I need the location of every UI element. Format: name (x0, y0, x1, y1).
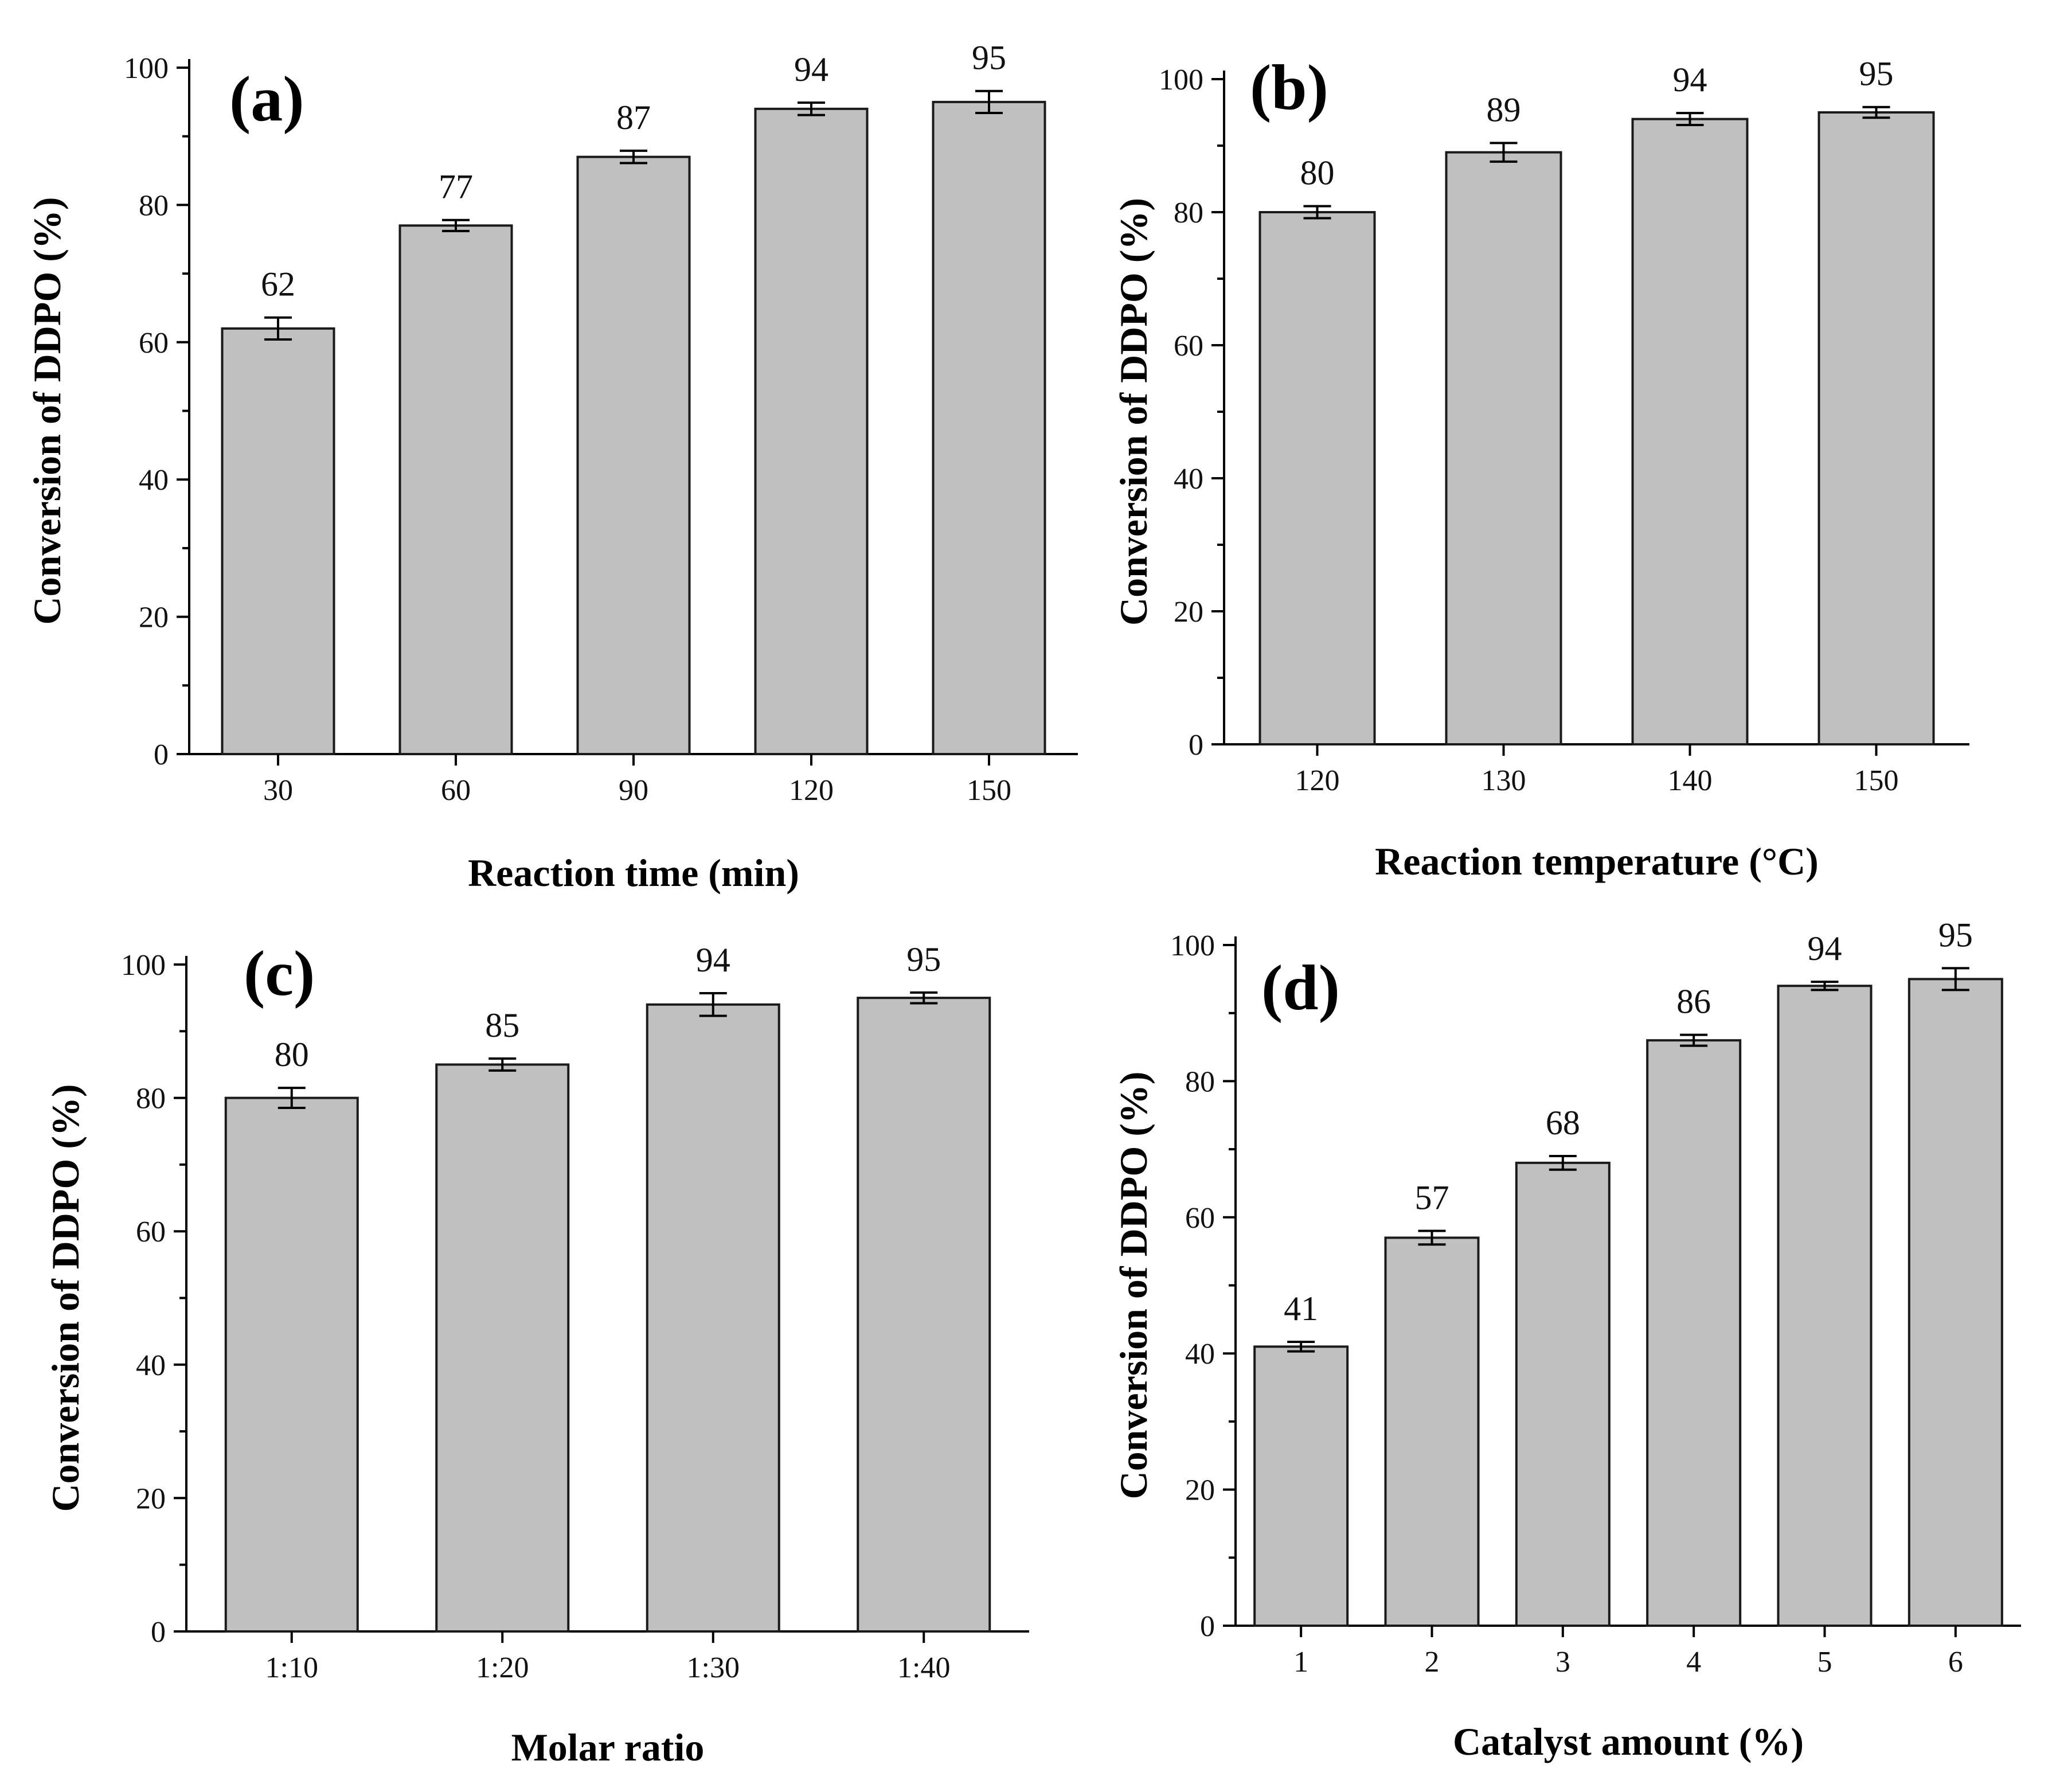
bar (221, 327, 335, 755)
x-tick-label: 2 (1425, 1646, 1440, 1678)
x-tick-label: 4 (1686, 1646, 1701, 1678)
data-label: 94 (696, 941, 730, 979)
data-label: 87 (616, 99, 651, 136)
data-label: 94 (794, 50, 828, 88)
data-label: 89 (1487, 91, 1521, 128)
y-tick-label: 20 (136, 1482, 166, 1515)
x-tick-label: 60 (441, 774, 471, 807)
y-tick-label: 60 (136, 1216, 166, 1248)
data-label: 95 (972, 39, 1006, 77)
y-tick-label: 0 (151, 1616, 166, 1649)
data-label: 41 (1284, 1290, 1318, 1328)
y-axis-title: Conversion of DDPO (%) (44, 1084, 87, 1512)
data-label: 80 (275, 1036, 309, 1073)
y-tick-label: 100 (1159, 64, 1203, 96)
bar (754, 107, 869, 756)
data-label: 77 (439, 168, 473, 206)
bar (857, 997, 991, 1633)
data-label: 95 (1859, 55, 1894, 93)
y-tick-label: 100 (1170, 930, 1215, 962)
bar (1646, 1039, 1742, 1627)
y-tick-label: 40 (139, 464, 169, 497)
bar (1258, 211, 1376, 745)
x-tick-label: 1:20 (476, 1652, 529, 1684)
y-tick-label: 20 (1174, 596, 1203, 628)
bar (576, 155, 691, 755)
data-label: 95 (906, 940, 941, 978)
y-tick-label: 80 (139, 189, 169, 222)
bar (398, 224, 513, 755)
y-tick-label: 20 (139, 602, 169, 634)
panel-label: (c) (244, 938, 315, 1009)
x-tick-label: 3 (1555, 1646, 1570, 1678)
panel-label: (b) (1250, 52, 1328, 123)
x-tick-label: 1 (1293, 1646, 1308, 1678)
bar (932, 100, 1046, 756)
x-tick-label: 1:40 (897, 1652, 950, 1684)
x-tick-label: 5 (1817, 1646, 1832, 1678)
data-label: 94 (1808, 930, 1842, 967)
y-tick-label: 40 (1174, 463, 1203, 495)
bar (1908, 978, 2003, 1627)
panel-label: (d) (1261, 952, 1340, 1024)
y-tick-label: 80 (1185, 1065, 1215, 1098)
bar (1445, 151, 1562, 746)
x-tick-label: 120 (789, 774, 834, 807)
x-axis-title: Catalyst amount (%) (1453, 1720, 1804, 1763)
chart-panel-b: 0 20 40 60 80 100 80 120 89 130 94 140 95 150 Reaction… (1112, 52, 1969, 883)
bar (1817, 111, 1935, 745)
y-tick-label: 40 (1185, 1338, 1215, 1371)
y-tick-label: 100 (121, 949, 166, 982)
bar (1631, 118, 1749, 746)
x-axis-title: Molar ratio (511, 1725, 705, 1769)
y-tick-label: 60 (139, 327, 169, 360)
bar (1384, 1236, 1480, 1627)
x-tick-label: 150 (1854, 764, 1899, 797)
y-tick-label: 60 (1174, 330, 1203, 362)
y-tick-label: 0 (1200, 1610, 1215, 1643)
x-tick-label: 6 (1948, 1646, 1963, 1678)
bar (435, 1063, 570, 1633)
y-tick-label: 80 (1174, 197, 1203, 229)
data-label: 68 (1546, 1104, 1580, 1142)
x-axis-title: Reaction time (min) (468, 851, 799, 895)
bar (1253, 1345, 1349, 1627)
chart-panel-c: 0 20 40 60 80 100 80 1:10 85 1:20 94 1:30 95 1:40 Mola… (44, 938, 1029, 1769)
y-tick-label: 100 (124, 52, 169, 85)
y-tick-label: 60 (1185, 1202, 1215, 1235)
y-tick-label: 0 (154, 739, 169, 771)
bar (224, 1096, 359, 1633)
data-label: 95 (1938, 916, 1973, 954)
data-label: 80 (1300, 154, 1335, 192)
chart-panel-a: 0 20 40 60 80 100 62 30 77 60 87 90 94 120 95 150 Reacti… (25, 39, 1078, 895)
y-axis-title: Conversion of DDPO (%) (25, 197, 69, 624)
y-tick-label: 20 (1185, 1474, 1215, 1507)
x-tick-label: 150 (967, 774, 1011, 807)
y-axis-title: Conversion of DDPO (%) (1112, 1071, 1155, 1499)
x-axis-title: Reaction temperature (°C) (1375, 840, 1819, 883)
data-label: 94 (1673, 61, 1707, 99)
y-axis-title: Conversion of DDPO (%) (1112, 198, 1155, 626)
chart-panel-d: 0 20 40 60 80 100 41 1 57 2 68 3 86 4 94 5 95 6 Catalyst a… (1112, 916, 2021, 1763)
bar (1515, 1161, 1611, 1627)
bar (1777, 985, 1873, 1627)
x-tick-label: 1:10 (265, 1652, 318, 1684)
x-tick-label: 140 (1668, 764, 1713, 797)
data-label: 85 (485, 1006, 519, 1044)
data-label: 86 (1676, 983, 1711, 1021)
x-tick-label: 120 (1295, 764, 1340, 797)
x-tick-label: 130 (1482, 764, 1526, 797)
data-label: 62 (261, 266, 295, 303)
data-label: 57 (1415, 1179, 1449, 1217)
x-tick-label: 1:30 (687, 1652, 740, 1684)
y-tick-label: 0 (1189, 729, 1203, 762)
y-tick-label: 80 (136, 1083, 166, 1115)
x-tick-label: 90 (619, 774, 648, 807)
x-tick-label: 30 (263, 774, 293, 807)
y-tick-label: 40 (136, 1349, 166, 1382)
bar (646, 1003, 780, 1633)
panel-label: (a) (229, 64, 304, 135)
